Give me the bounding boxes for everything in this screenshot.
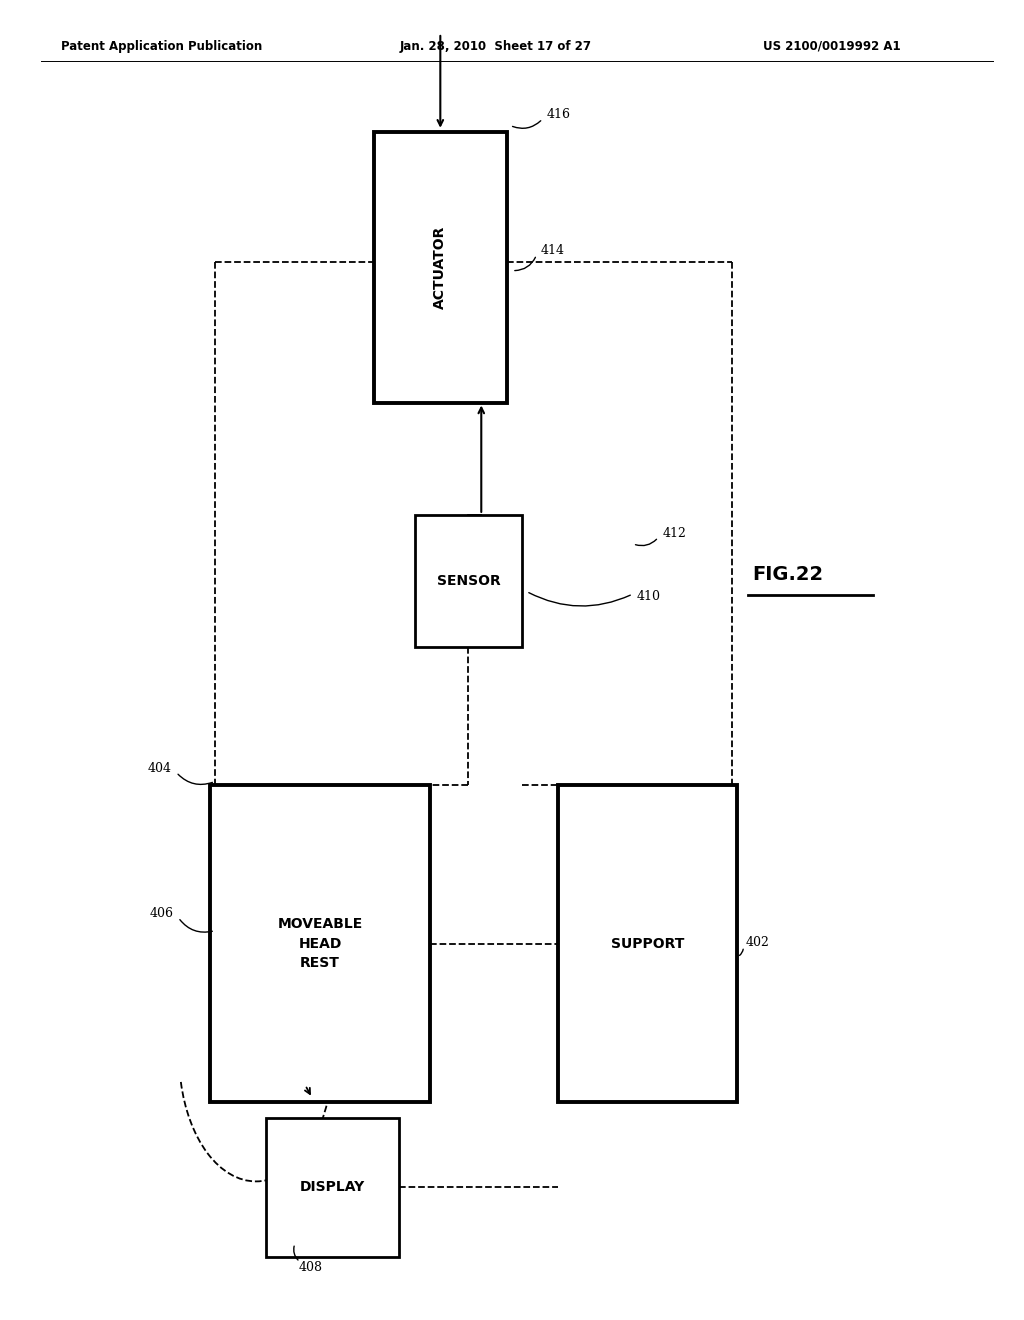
Text: DISPLAY: DISPLAY: [300, 1180, 366, 1195]
Text: 412: 412: [663, 527, 686, 540]
Text: Patent Application Publication: Patent Application Publication: [61, 40, 263, 53]
Text: SENSOR: SENSOR: [436, 574, 501, 587]
Text: 404: 404: [148, 762, 172, 775]
Text: FIG.22: FIG.22: [753, 565, 823, 583]
Bar: [210, 785, 430, 1102]
Text: 416: 416: [547, 108, 570, 121]
Bar: [415, 515, 522, 647]
Text: 406: 406: [151, 907, 174, 920]
Bar: [266, 1118, 399, 1257]
Text: 414: 414: [541, 244, 564, 257]
Text: 402: 402: [745, 936, 769, 949]
Text: ACTUATOR: ACTUATOR: [433, 226, 447, 309]
Text: 408: 408: [299, 1261, 323, 1274]
Text: SUPPORT: SUPPORT: [611, 937, 684, 950]
Text: Jan. 28, 2010  Sheet 17 of 27: Jan. 28, 2010 Sheet 17 of 27: [399, 40, 592, 53]
Text: 410: 410: [637, 590, 660, 603]
Text: US 2100/0019992 A1: US 2100/0019992 A1: [763, 40, 900, 53]
Bar: [558, 785, 737, 1102]
Bar: [374, 132, 507, 403]
Text: MOVEABLE
HEAD
REST: MOVEABLE HEAD REST: [278, 917, 362, 970]
